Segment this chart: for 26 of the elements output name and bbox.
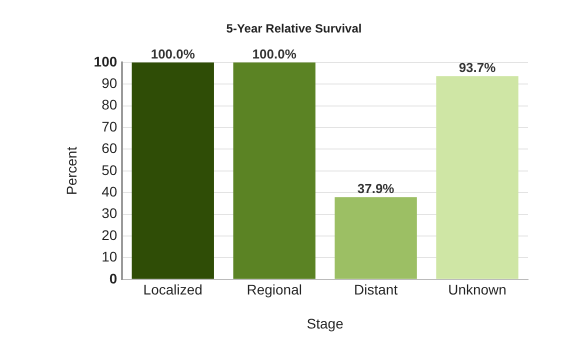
y-tick-label: 50 [102,162,118,178]
y-tick-label: 100 [94,53,118,70]
y-axis-title: Percent [63,146,80,196]
data-label: 93.7% [458,60,496,76]
y-tick-label: 80 [102,96,118,113]
x-tick-label: Distant [354,282,398,298]
x-tick-label: Regional [246,282,302,298]
x-axis-title: Stage [306,315,344,332]
data-label: 37.9% [357,181,395,196]
y-tick-label: 10 [102,248,118,265]
x-tick-label: Unknown [448,282,506,298]
data-label: 100.0% [252,46,297,62]
bar [334,197,417,279]
y-tick-label: 0 [109,270,118,286]
x-tick-label: Localized [143,282,202,298]
bar [233,62,316,279]
chart-title: 5-Year Relative Survival [226,22,362,36]
y-tick-label: 30 [102,205,118,222]
y-tick-label: 20 [102,226,118,243]
data-label: 100.0% [150,46,196,62]
y-tick-label: 40 [102,183,118,200]
y-tick-label: 70 [102,118,118,134]
y-tick-label: 60 [102,140,118,156]
bar [436,76,518,279]
y-tick-label: 90 [102,74,118,91]
bar [132,62,214,279]
